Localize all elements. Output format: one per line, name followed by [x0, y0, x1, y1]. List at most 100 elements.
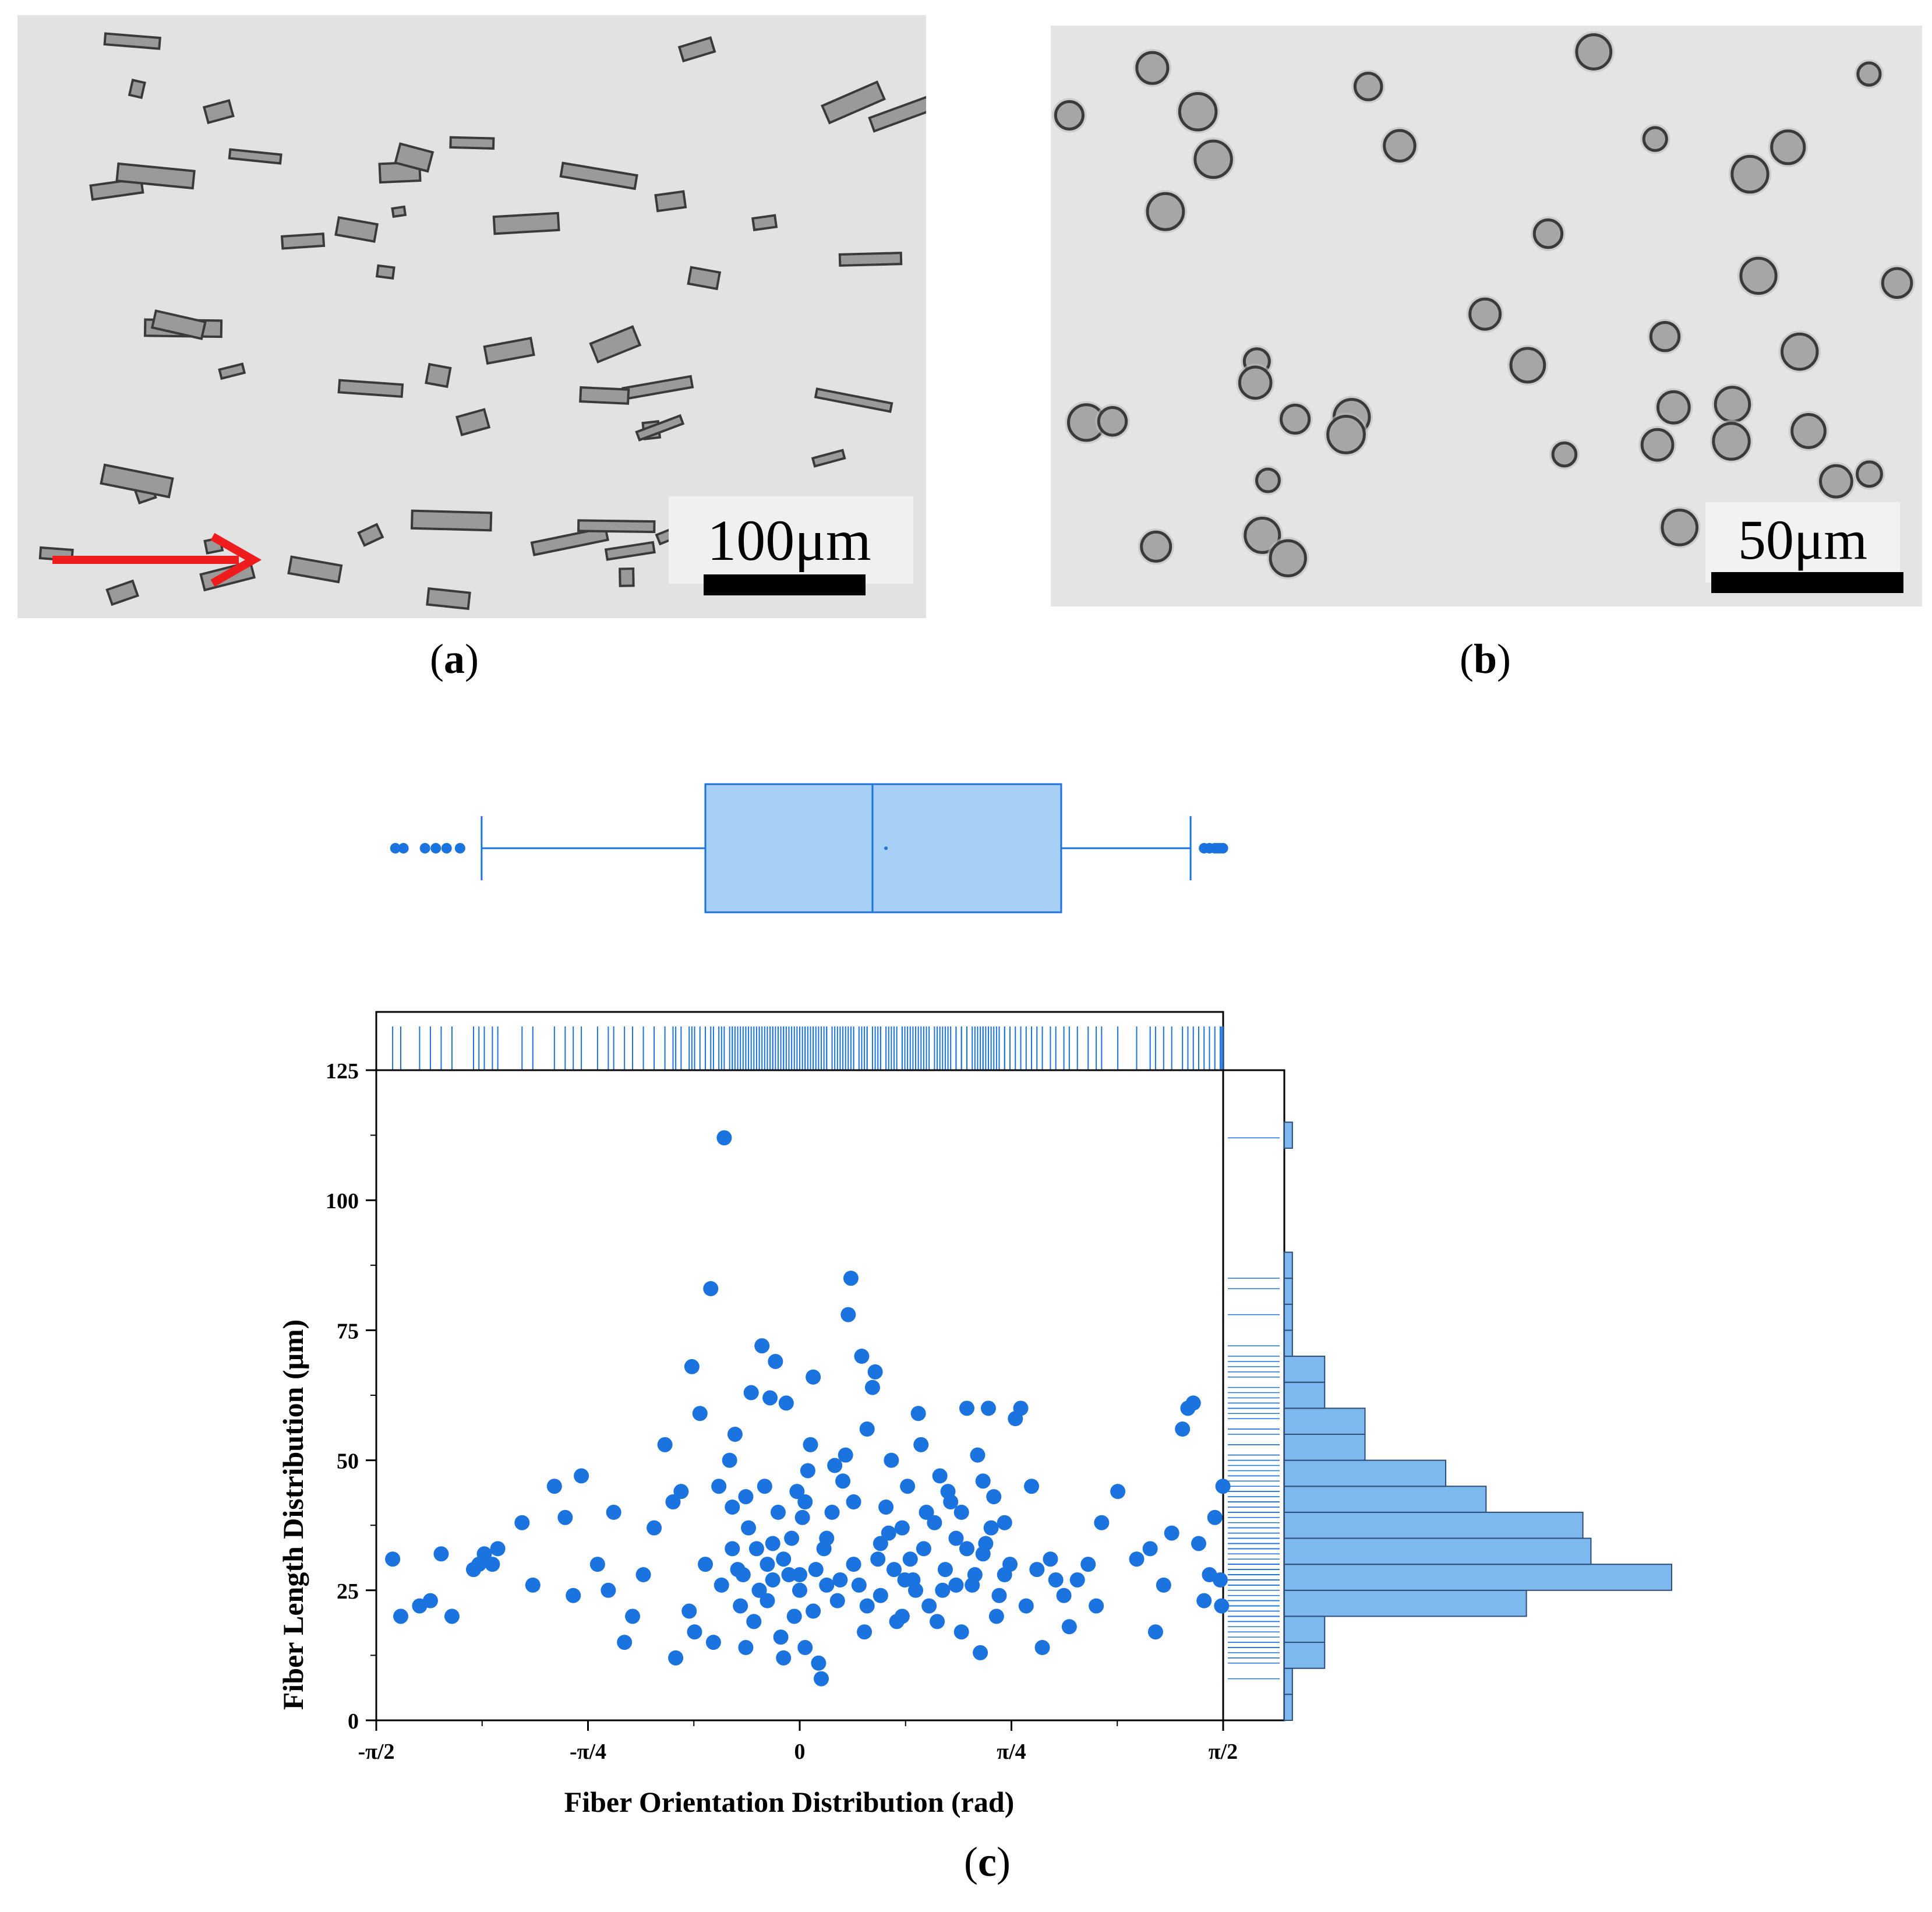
data-point [1029, 1562, 1045, 1578]
fiber-cross-section [1468, 297, 1502, 331]
data-point [867, 1364, 883, 1380]
data-point [784, 1530, 800, 1546]
fiber-cross-section [1383, 129, 1417, 163]
fiber-cross-section [1714, 386, 1751, 423]
data-point [978, 1536, 994, 1551]
data-point [485, 1557, 500, 1572]
data-point [935, 1582, 951, 1598]
fiber-cross-section [1881, 267, 1913, 299]
x-tick-label: 0 [794, 1740, 806, 1764]
data-point [1069, 1572, 1085, 1588]
y-axis: 0 25 50 75 100 125 [326, 1059, 376, 1734]
fiber-cross-section [100, 463, 174, 499]
fiber-cross-section [559, 161, 638, 191]
scatter-plot-area [375, 1069, 1224, 1721]
data-point [681, 1603, 697, 1619]
fiber-cross-section [128, 79, 146, 99]
fiber-cross-section [394, 142, 435, 173]
fiber-cross-section [1551, 441, 1578, 468]
data-point [1024, 1479, 1040, 1494]
histogram-bar [1284, 1381, 1326, 1409]
fiber-cross-section [868, 90, 926, 133]
data-point [1043, 1551, 1058, 1567]
data-point [733, 1598, 748, 1614]
data-point [722, 1452, 737, 1468]
data-point [1196, 1593, 1212, 1608]
data-point [617, 1635, 633, 1650]
data-point [819, 1577, 835, 1593]
data-point [1214, 1598, 1230, 1614]
data-point [601, 1582, 616, 1598]
data-point [765, 1572, 780, 1588]
micrograph-b: 50μm [1051, 26, 1922, 606]
data-point [857, 1624, 873, 1640]
data-point [843, 1271, 859, 1286]
fiber-cross-section [1770, 129, 1806, 165]
y-tick-label: 75 [337, 1319, 359, 1343]
data-point [983, 1520, 999, 1536]
data-point [959, 1541, 974, 1557]
fiber-cross-section [492, 211, 560, 235]
data-point [1048, 1572, 1064, 1588]
plot-frame [375, 1069, 1224, 1721]
data-point [886, 1562, 902, 1578]
data-point [727, 1426, 743, 1442]
data-point [738, 1640, 754, 1656]
data-point [937, 1562, 953, 1578]
data-point [859, 1421, 875, 1437]
data-point [873, 1536, 888, 1551]
histogram-bar [1284, 1278, 1293, 1305]
fiber-cross-section [619, 567, 635, 587]
data-point [881, 1525, 896, 1541]
data-point [986, 1489, 1002, 1505]
histogram [1284, 1121, 1672, 1721]
data-point [1164, 1525, 1179, 1541]
fiber-cross-section [287, 555, 343, 584]
data-point [921, 1598, 937, 1614]
scale-text-a: 100μm [707, 508, 871, 573]
data-point [797, 1494, 813, 1510]
data-point [1129, 1551, 1145, 1567]
fiber-cross-section [1642, 126, 1668, 152]
data-point [1110, 1484, 1126, 1500]
fiber-cross-section [1575, 33, 1613, 70]
data-point [725, 1541, 740, 1557]
outlier-point [441, 843, 452, 853]
data-point [657, 1437, 673, 1452]
panel-c-caption: (c) [964, 1839, 1011, 1885]
data-point [393, 1608, 409, 1624]
data-point [800, 1463, 815, 1479]
fiber-cross-section [1640, 428, 1675, 462]
y-tick-label: 25 [337, 1579, 359, 1604]
data-point [894, 1520, 910, 1536]
data-point [1018, 1598, 1034, 1614]
data-point [811, 1655, 827, 1671]
fiber-cross-section [1269, 539, 1307, 577]
fiber-cross-sections [38, 32, 926, 611]
outlier-point [454, 843, 465, 853]
fiber-cross-section [1244, 516, 1281, 554]
histogram-bar [1284, 1251, 1293, 1279]
fiber-cross-section [1178, 91, 1218, 132]
fiber-cross-section [218, 362, 246, 380]
rug-plot-right [1222, 1069, 1285, 1721]
fiber-cross-section [577, 519, 656, 534]
data-point [476, 1546, 492, 1562]
histogram-bar [1284, 1511, 1584, 1539]
data-point [827, 1458, 843, 1473]
data-point [948, 1530, 964, 1546]
panel-b-caption: (b) [1460, 636, 1511, 682]
data-point [711, 1479, 727, 1494]
data-point [760, 1593, 775, 1608]
data-point [991, 1588, 1007, 1603]
data-point [959, 1401, 974, 1416]
fiber-cross-section [687, 266, 722, 291]
data-point [870, 1551, 886, 1567]
data-point [975, 1473, 991, 1489]
data-point [794, 1509, 810, 1525]
data-point [698, 1557, 714, 1572]
data-point [1142, 1541, 1158, 1557]
x-axis: -π/2 -π/4 0 π/4 π/2 [358, 1720, 1238, 1764]
data-point [786, 1608, 802, 1624]
fiber-cross-section [1135, 51, 1170, 85]
